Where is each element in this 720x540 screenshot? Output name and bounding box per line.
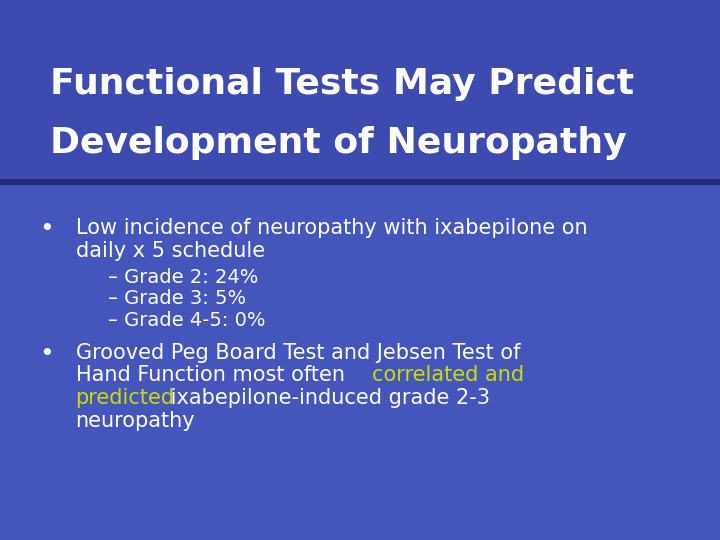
- Text: •: •: [40, 342, 54, 366]
- Text: Functional Tests May Predict: Functional Tests May Predict: [50, 67, 634, 100]
- Text: Development of Neuropathy: Development of Neuropathy: [50, 126, 627, 160]
- Text: – Grade 2: 24%: – Grade 2: 24%: [108, 267, 258, 287]
- Text: correlated and: correlated and: [372, 365, 523, 386]
- Bar: [0, 0, 720, 181]
- Text: daily x 5 schedule: daily x 5 schedule: [76, 241, 265, 261]
- Text: predicted: predicted: [76, 388, 175, 408]
- Text: – Grade 3: 5%: – Grade 3: 5%: [108, 289, 246, 308]
- Text: •: •: [40, 218, 54, 241]
- Bar: [0, 179, 720, 185]
- Text: Low incidence of neuropathy with ixabepilone on: Low incidence of neuropathy with ixabepi…: [76, 218, 588, 239]
- Text: Grooved Peg Board Test and Jebsen Test of: Grooved Peg Board Test and Jebsen Test o…: [76, 342, 520, 363]
- Text: neuropathy: neuropathy: [76, 410, 195, 431]
- Text: Hand Function most often: Hand Function most often: [76, 365, 351, 386]
- Text: ixabepilone-induced grade 2-3: ixabepilone-induced grade 2-3: [164, 388, 490, 408]
- Text: – Grade 4-5: 0%: – Grade 4-5: 0%: [108, 310, 266, 330]
